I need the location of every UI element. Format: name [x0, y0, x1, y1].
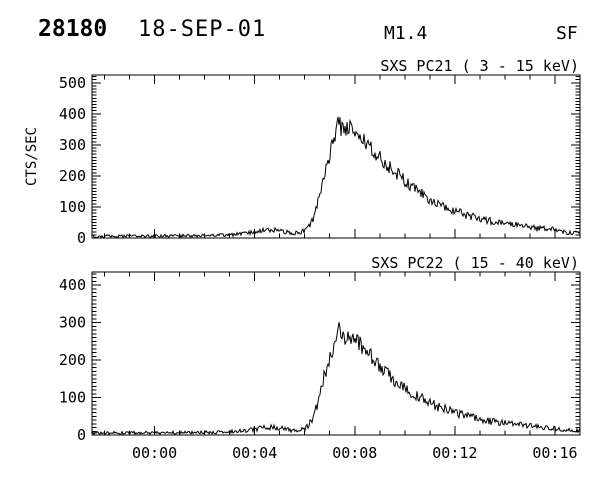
x-tick-label: 00:08 — [332, 444, 377, 462]
series-pc21 — [91, 116, 581, 239]
plot-panel-pc21: 0 100 200 300 400 500 SXS PC21 ( 3 - 15 keV) CT… — [24, 57, 581, 247]
y-tick-label: 400 — [59, 276, 86, 294]
plot-frame — [91, 271, 581, 436]
panel-title: SXS PC22 ( 15 - 40 keV) — [371, 254, 579, 272]
plot-frame — [91, 74, 581, 239]
x-tick-label: 00:04 — [232, 444, 277, 462]
y-tick-label: 400 — [59, 105, 86, 123]
x-tick-label: 00:00 — [132, 444, 177, 462]
event-number: 28180 — [38, 16, 108, 42]
y-tick-label: 100 — [59, 198, 86, 216]
y-tick-label: 200 — [59, 167, 86, 185]
flare-type: SF — [556, 23, 578, 44]
plot-panel-pc22: 0 100 200 300 400 SXS PC22 ( 15 - 40 keV) — [59, 254, 581, 444]
y-tick-label: 100 — [59, 389, 86, 407]
y-tick-label: 300 — [59, 314, 86, 332]
y-tick-label: 500 — [59, 74, 86, 92]
y-tick-label: 200 — [59, 351, 86, 369]
y-tick-label: 0 — [77, 426, 86, 444]
y-axis-label: CTS/SEC — [24, 127, 40, 186]
x-tick-label: 00:16 — [532, 444, 577, 462]
series-pc22 — [91, 322, 581, 436]
event-date: 18-SEP-01 — [138, 17, 267, 42]
y-tick-label: 0 — [77, 229, 86, 247]
panel-title: SXS PC21 ( 3 - 15 keV) — [380, 57, 579, 75]
x-tick-label: 00:12 — [432, 444, 477, 462]
x-axis-labels: 00:00 00:04 00:08 00:12 00:16 — [132, 444, 578, 462]
y-tick-label: 300 — [59, 136, 86, 154]
goes-class: M1.4 — [384, 23, 428, 44]
